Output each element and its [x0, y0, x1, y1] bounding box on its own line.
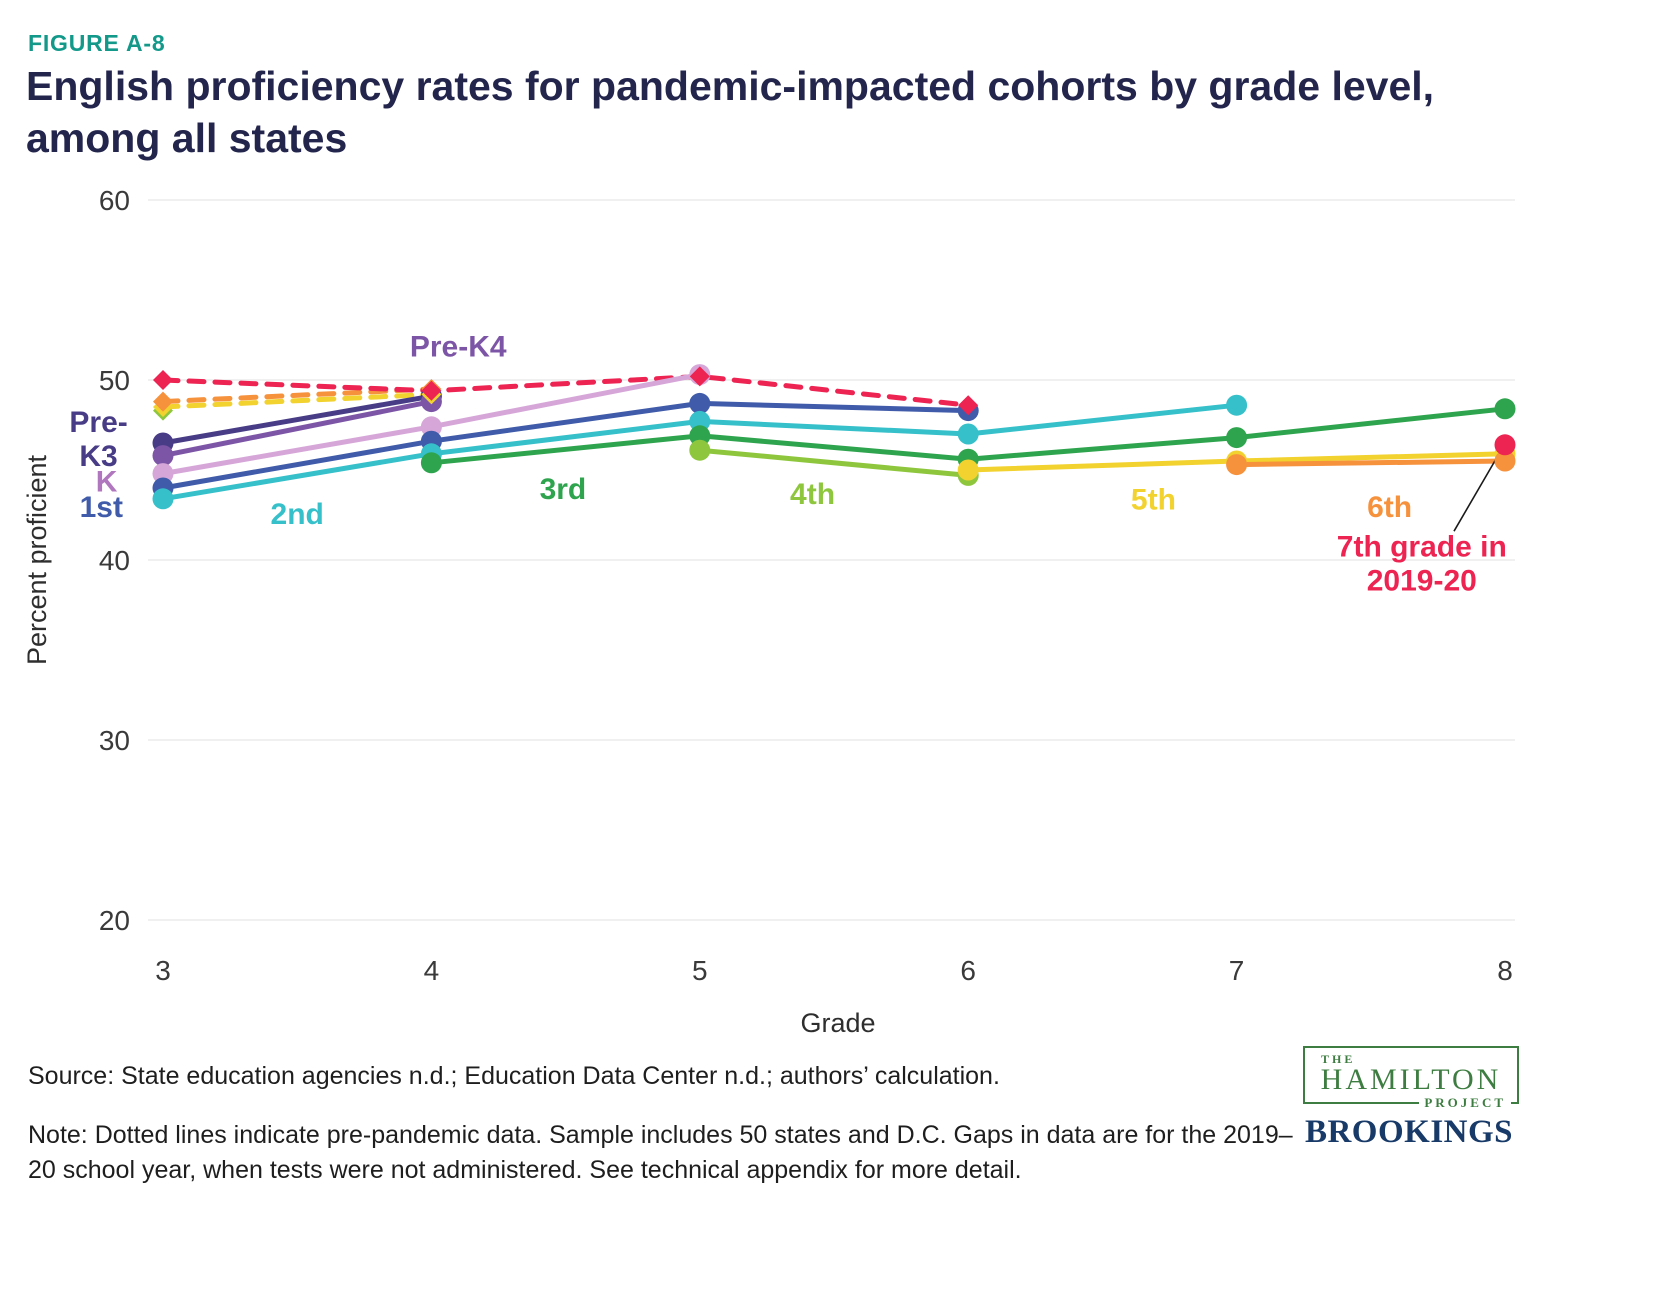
series-label-1st: 1st [80, 491, 123, 524]
series-line-1st [160, 400, 971, 491]
callout-line [1453, 456, 1498, 532]
hamilton-logo-the: THE [1321, 1052, 1356, 1066]
data-point-6th [1494, 450, 1516, 472]
series-line-4th [697, 447, 971, 478]
data-point-4th [689, 439, 711, 461]
data-point-3rd [689, 425, 711, 447]
x-tick-label: 4 [424, 955, 440, 986]
brookings-logo: BROOKINGS [1304, 1114, 1514, 1150]
y-axis-label: Percent proficient [22, 454, 52, 665]
hamilton-logo-project: PROJECT [1419, 1095, 1511, 1111]
data-point-7th-grade-in-2019-20 [958, 395, 979, 416]
series-line-6th [1234, 458, 1508, 468]
figure-title: English proficiency rates for pandemic-i… [26, 63, 1435, 162]
data-point-2nd [152, 488, 174, 510]
data-point-7th-grade-in-2019-20 [153, 370, 173, 390]
hamilton-logo-name: HAMILTON [1320, 1063, 1502, 1096]
series-label-pre-: Pre-K3 [69, 406, 127, 473]
note-text: Note: Dotted lines indicate pre-pandemic… [28, 1121, 1293, 1184]
y-tick-label: 40 [99, 545, 130, 576]
data-point-3rd [420, 452, 442, 474]
series-line-pre-k4 [160, 399, 434, 459]
series-label-k: K [96, 466, 118, 499]
x-tick-label: 8 [1497, 955, 1513, 986]
series-label-4th: 4th [790, 478, 835, 511]
series-label-2nd: 2nd [271, 498, 324, 531]
source-text: Source: State education agencies n.d.; E… [28, 1062, 1000, 1090]
data-point-3rd [1494, 398, 1516, 420]
x-axis-label: Grade [800, 1008, 875, 1038]
y-tick-label: 20 [99, 905, 130, 936]
data-point-6th [153, 391, 173, 412]
data-point-pre-k4 [152, 445, 174, 467]
series-label-7th-grade-in: 7th grade in 2019-20 [1337, 530, 1507, 597]
series-label-6th: 6th [1367, 491, 1412, 524]
series-label-3rd: 3rd [540, 473, 587, 506]
data-point-1st [689, 392, 711, 414]
series-line-5th [160, 391, 434, 410]
series-label-5th: 5th [1131, 484, 1176, 517]
data-point-3rd [1226, 427, 1248, 449]
hamilton-project-logo: THE HAMILTON PROJECT [1303, 1046, 1519, 1111]
data-point-7th-grade-in-2019-20 [421, 380, 442, 401]
data-point-k [420, 416, 442, 438]
x-tick-label: 7 [1229, 955, 1245, 986]
x-tick-label: 3 [155, 955, 171, 986]
data-point-7th-grade-in-2019-20 [689, 366, 710, 387]
data-point-2nd [957, 423, 979, 445]
series-label-pre-k4: Pre-K4 [410, 331, 507, 364]
data-point-2nd [1226, 394, 1248, 416]
data-point-5th [957, 459, 979, 481]
x-tick-label: 5 [692, 955, 708, 986]
data-point-7th-grade-in-2019-20 [1494, 434, 1516, 456]
y-tick-label: 60 [99, 185, 130, 216]
series-line-pre-k3 [160, 393, 434, 446]
y-tick-label: 50 [99, 365, 130, 396]
y-tick-label: 30 [99, 725, 130, 756]
series-line-7th-grade-in-2019-20 [160, 373, 971, 408]
data-point-2nd [689, 410, 711, 432]
english-proficiency-line-chart: 60 50 40 30 20 3 4 5 6 7 8 Percent proficient Grade P… [22, 185, 1516, 1038]
figure-number-label: FIGURE A-8 [28, 30, 166, 56]
data-point-6th [1226, 454, 1248, 476]
x-tick-label: 6 [960, 955, 976, 986]
data-point-k [152, 463, 174, 485]
